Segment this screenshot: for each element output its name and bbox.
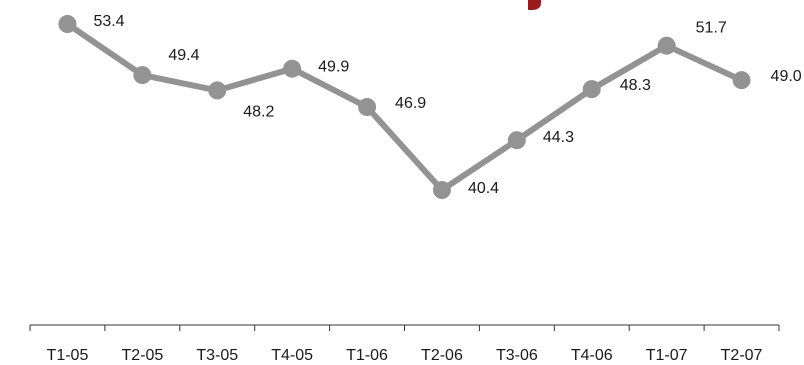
data-point-marker [208, 81, 227, 100]
x-tick-label: T4-05 [271, 347, 313, 364]
data-point-marker [582, 80, 601, 99]
x-tick-label: T1-06 [346, 347, 388, 364]
data-label: 44.3 [543, 129, 574, 146]
x-axis-ticks [29, 325, 780, 331]
data-label: 51.7 [696, 20, 727, 37]
data-point-marker [133, 66, 152, 85]
data-label: 49.4 [168, 47, 199, 64]
data-labels: 53.4 49.4 48.2 49.9 46.9 40.4 44.3 48.3 51.7 49.0 [93, 13, 801, 197]
data-point-marker [358, 98, 377, 116]
data-label: 49.9 [318, 59, 349, 76]
data-label: 49.0 [771, 68, 802, 85]
x-tick-label: T3-06 [496, 347, 538, 364]
data-point-marker [657, 36, 676, 55]
data-label: 48.3 [620, 77, 651, 94]
data-label: 48.2 [243, 103, 274, 120]
x-tick-label: T1-07 [646, 347, 688, 364]
x-tick-label: T4-06 [571, 347, 613, 364]
data-point-marker [432, 181, 451, 199]
data-point-marker [283, 59, 302, 78]
data-label: 40.4 [468, 180, 499, 197]
x-tick-label: T3-05 [196, 347, 238, 364]
data-markers [58, 15, 751, 199]
data-label: 46.9 [395, 95, 426, 112]
data-point-marker [58, 15, 77, 33]
data-point-marker [507, 131, 526, 150]
x-tick-label: T2-05 [121, 347, 163, 364]
x-tick-label: T2-07 [721, 347, 763, 364]
title-fragment [528, 0, 541, 10]
data-label: 53.4 [93, 13, 124, 30]
series-line [64, 21, 745, 193]
x-axis-tick-labels: T1-05 T2-05 T3-05 T4-05 T1-06 T2-06 T3-06 T4-06… [47, 347, 763, 364]
data-point-marker [732, 71, 751, 90]
x-tick-label: T1-05 [47, 347, 89, 364]
x-tick-label: T2-06 [421, 347, 463, 364]
